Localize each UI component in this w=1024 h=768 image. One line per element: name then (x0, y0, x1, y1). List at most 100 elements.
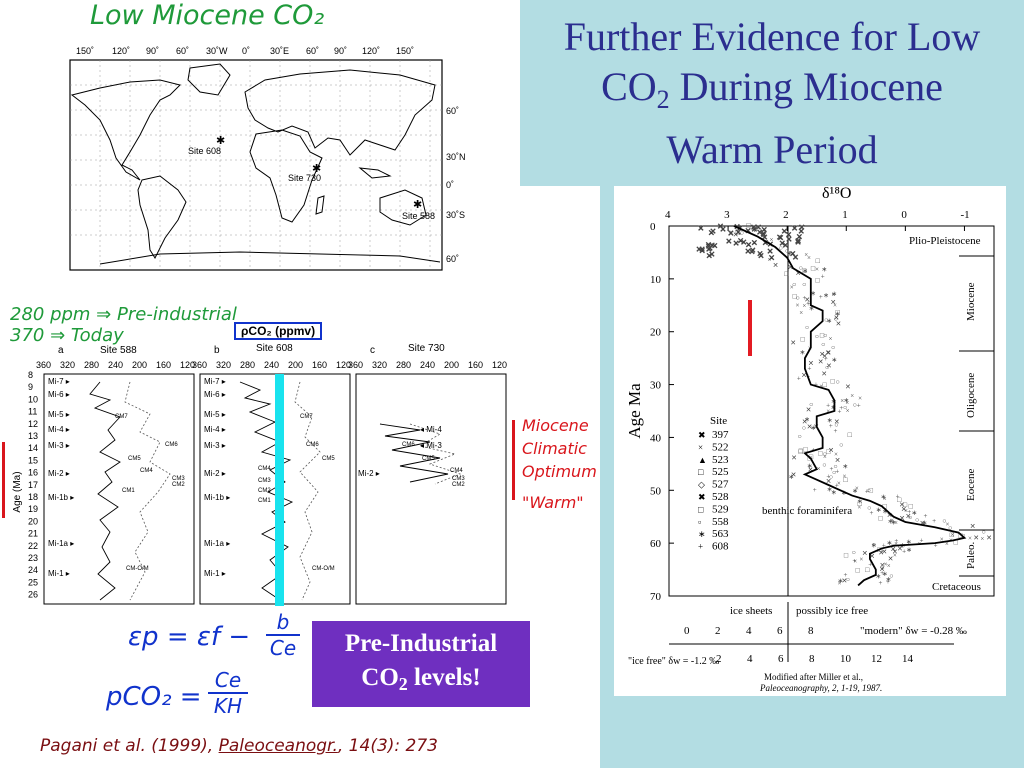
legend-label: 608 (712, 541, 729, 553)
data-point: ○ (823, 450, 827, 458)
data-point: ✕ (835, 456, 841, 464)
annotation: benthic foraminifera (762, 505, 852, 517)
data-point: ✕ (745, 227, 752, 236)
data-point: × (883, 495, 887, 503)
credit-line-1: Modified after Miller et al., (764, 672, 863, 682)
data-point: × (831, 291, 835, 299)
data-point: ∗ (786, 249, 792, 257)
data-point: + (869, 509, 873, 517)
scale-tick-label: 12 (871, 653, 882, 665)
cm-label: CM5 (128, 456, 141, 462)
data-point: × (838, 580, 842, 588)
data-point: ∗ (843, 397, 849, 405)
data-point: □ (865, 566, 870, 574)
data-point: + (829, 422, 833, 430)
y-tick-label: 18 (28, 492, 38, 502)
data-point: ○ (853, 401, 857, 409)
data-point: ✕ (808, 360, 814, 368)
data-point: × (894, 519, 898, 527)
event-label: Mi-6 ▸ (204, 390, 226, 399)
data-point: ○ (815, 332, 819, 340)
data-point: ∗ (826, 317, 832, 325)
data-point: ○ (779, 244, 783, 252)
data-point: ○ (831, 344, 835, 352)
y-tick-label: 0 (650, 221, 656, 233)
x-tick-label: 120 (492, 360, 507, 370)
heading-handwritten: Low Miocene CO₂ (90, 0, 325, 31)
data-point: × (884, 561, 888, 569)
data-point: ✕ (845, 383, 851, 391)
data-point: ○ (785, 247, 789, 255)
data-point: + (839, 404, 843, 412)
data-point: □ (869, 487, 874, 495)
x-tick-label: 320 (372, 360, 387, 370)
legend-label: 563 (712, 528, 729, 540)
callout-line-1: Pre-Industrial (344, 630, 498, 657)
cm-label: CM7 (115, 414, 128, 420)
scale-tick-label: 0 (684, 625, 690, 637)
credit-line-2: Paleoceanography, 2, 1-19, 1987. (759, 683, 882, 693)
map-lon-label: 30˚W (206, 46, 228, 56)
event-label: Mi-5 ▸ (204, 410, 226, 419)
data-point: ∗ (827, 486, 833, 494)
data-point: ○ (908, 513, 912, 521)
data-point: × (767, 256, 771, 264)
data-point: ∗ (823, 291, 829, 299)
equation-2: pCO₂ = (106, 682, 202, 712)
data-point: □ (823, 381, 828, 389)
legend-label: 558 (712, 516, 729, 528)
fraction-num: b (276, 610, 290, 634)
data-point: □ (830, 378, 835, 386)
data-point: ✕ (707, 244, 714, 253)
map-lon-label: 120˚ (112, 46, 130, 56)
x-tick-label: 240 (420, 360, 435, 370)
climatic-optimum-note: Miocene Climatic Optimum "Warm" (522, 414, 597, 514)
equation-lhs: εp = εf − (128, 622, 251, 652)
data-point: ∗ (831, 290, 837, 298)
data-point: ✕ (869, 553, 875, 561)
title-line-2: CO2 During Miocene (564, 62, 981, 125)
data-point: × (946, 520, 950, 528)
data-point: □ (799, 448, 804, 456)
data-point: + (819, 293, 823, 301)
event-label: Mi-7 ▸ (48, 377, 70, 386)
data-point: + (824, 355, 828, 363)
data-point: ○ (834, 421, 838, 429)
icefree-label: "ice free" δw = -1.2 ‰ (628, 656, 719, 667)
data-point: ✕ (728, 229, 735, 238)
data-point: ✕ (699, 245, 706, 254)
cm-label: CM3 (258, 478, 271, 484)
data-point: ✕ (710, 227, 717, 236)
title-line-3: Warm Period (666, 126, 878, 172)
data-point: ✕ (745, 247, 752, 256)
y-tick-label: 21 (28, 529, 38, 539)
data-point: ✕ (796, 232, 803, 241)
ice-sheets-label: ice sheets (730, 605, 772, 617)
x-tick-label: 2 (783, 209, 789, 221)
y-tick-label: 40 (650, 432, 662, 444)
data-point: ○ (867, 486, 871, 494)
data-point: ✕ (749, 248, 756, 257)
legend-marker: ✖ (698, 430, 706, 440)
x-tick-label: 360 (192, 360, 207, 370)
note-line: Miocene (522, 416, 589, 435)
data-point: + (880, 569, 884, 577)
data-point: ○ (823, 331, 827, 339)
equation-1: εp = εf − (128, 622, 250, 652)
data-point: ✕ (717, 222, 724, 231)
data-point: ✕ (745, 240, 752, 249)
data-point: × (802, 302, 806, 310)
data-point: + (808, 364, 812, 372)
map-lon-label: 60˚ (306, 46, 319, 56)
data-point: □ (835, 308, 840, 316)
epoch-label: Oligocene (965, 373, 977, 418)
cm-label: CM2 (452, 482, 465, 488)
data-point: ∗ (788, 473, 794, 481)
data-point: + (894, 537, 898, 545)
data-point: + (843, 571, 847, 579)
d18o-smoothed-curve (733, 225, 967, 587)
data-point: + (902, 547, 906, 555)
cm-label: CM6 (402, 442, 415, 448)
x-tick-label: 120 (180, 360, 195, 370)
legend-label: 528 (712, 491, 729, 503)
